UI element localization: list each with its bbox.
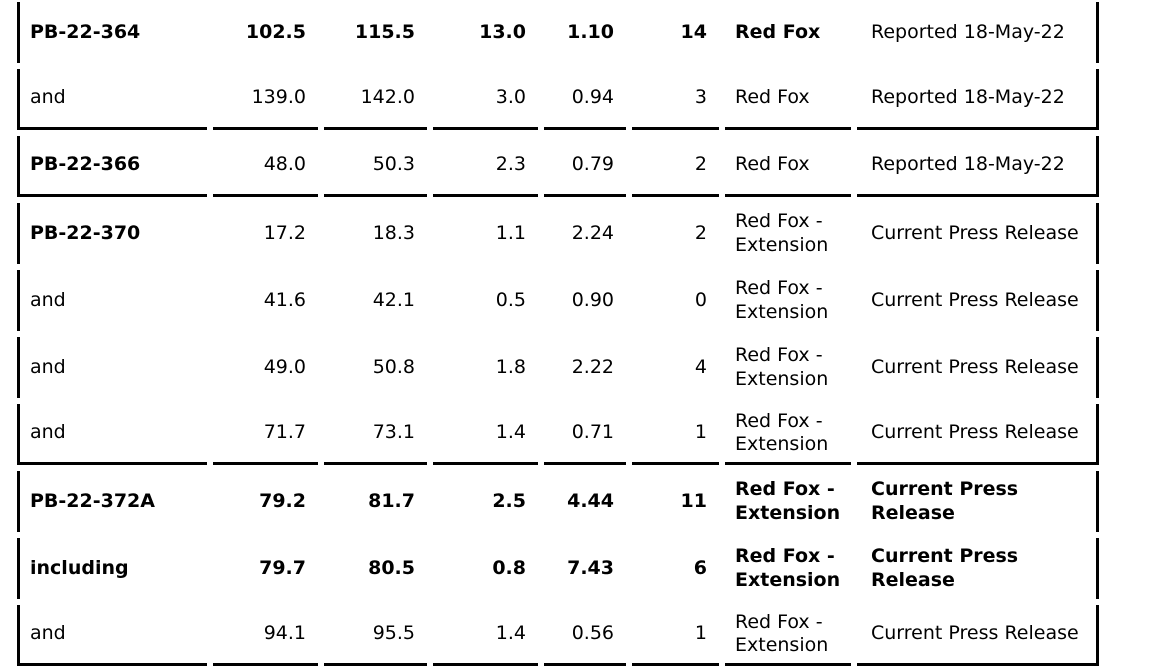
cell-zone: Red Fox <box>725 69 851 130</box>
cell-width: 0.5 <box>495 288 526 311</box>
cell-grade: 0.94 <box>544 69 626 130</box>
cell-zone: Red Fox - Extension <box>735 478 841 524</box>
cell-hole-id: and <box>17 69 207 130</box>
table-row: PB-22-370 17.2 18.3 1.1 2.24 2 Red Fox -… <box>17 203 1099 264</box>
cell-grade: 0.56 <box>544 605 626 666</box>
cell-width: 2.5 <box>492 489 526 512</box>
cell-hole-id: including <box>17 538 207 599</box>
cell-reference: Current Press Release <box>857 203 1099 264</box>
cell-grade: 0.90 <box>571 288 614 311</box>
cell-hole-id: and <box>17 404 207 465</box>
table-row: PB-22-366 48.0 50.3 2.3 0.79 2 Red Fox R… <box>17 136 1099 197</box>
cell-gram-metres: 0 <box>694 288 707 311</box>
cell-gram-metres: 1 <box>632 404 719 465</box>
cell-hole-id: PB-22-372A <box>17 471 207 532</box>
cell-reference: Reported 18-May-22 <box>857 2 1099 63</box>
cell-to: 95.5 <box>324 605 427 666</box>
cell-hole-id: and <box>17 337 207 398</box>
cell-from: 139.0 <box>213 69 318 130</box>
cell-from: 41.6 <box>263 288 306 311</box>
cell-grade: 2.24 <box>571 221 614 244</box>
cell-hole-id: PB-22-370 <box>17 203 207 264</box>
cell-width: 2.3 <box>433 136 538 197</box>
cell-reference: Current Press Release <box>857 337 1099 398</box>
cell-zone: Red Fox <box>725 136 851 197</box>
cell-grade: 7.43 <box>567 556 614 579</box>
cell-width: 1.8 <box>495 355 526 378</box>
cell-reference: Reported 18-May-22 <box>857 69 1099 130</box>
cell-zone: Red Fox <box>735 20 821 43</box>
cell-to: 81.7 <box>368 489 415 512</box>
cell-grade: 4.44 <box>567 489 614 512</box>
table-row: and 41.6 42.1 0.5 0.90 0 Red Fox - Exten… <box>17 270 1099 331</box>
cell-width: 3.0 <box>433 69 538 130</box>
cell-to: 80.5 <box>368 556 415 579</box>
cell-reference: Reported 18-May-22 <box>857 136 1099 197</box>
cell-from: 102.5 <box>245 20 306 43</box>
cell-zone: Red Fox - Extension <box>735 344 829 390</box>
cell-to: 50.3 <box>324 136 427 197</box>
drill-results-table: PB-22-364 102.5 115.5 13.0 1.10 14 Red F… <box>11 0 1105 672</box>
cell-from: 71.7 <box>213 404 318 465</box>
cell-reference: Current Press Release <box>857 404 1099 465</box>
cell-from: 48.0 <box>213 136 318 197</box>
table-row: and 71.7 73.1 1.4 0.71 1 Red Fox - Exten… <box>17 404 1099 465</box>
cell-width: 1.1 <box>495 221 526 244</box>
cell-reference: Current Press Release <box>857 471 1099 532</box>
cell-reference: Current Press Release <box>857 538 1099 599</box>
cell-gram-metres: 2 <box>632 136 719 197</box>
cell-gram-metres: 3 <box>632 69 719 130</box>
cell-to: 73.1 <box>324 404 427 465</box>
table-row: and 94.1 95.5 1.4 0.56 1 Red Fox - Exten… <box>17 605 1099 666</box>
cell-from: 79.7 <box>259 556 306 579</box>
cell-width: 13.0 <box>479 20 526 43</box>
cell-zone: Red Fox - Extension <box>735 277 829 323</box>
cell-grade: 2.22 <box>571 355 614 378</box>
cell-width: 1.4 <box>433 605 538 666</box>
cell-zone: Red Fox - Extension <box>735 210 829 256</box>
table-row: PB-22-364 102.5 115.5 13.0 1.10 14 Red F… <box>17 2 1099 63</box>
cell-hole-id: and <box>17 270 207 331</box>
cell-gram-metres: 4 <box>694 355 707 378</box>
table-row: and 139.0 142.0 3.0 0.94 3 Red Fox Repor… <box>17 69 1099 130</box>
cell-to: 115.5 <box>354 20 415 43</box>
cell-zone: Red Fox - Extension <box>725 605 851 666</box>
cell-zone: Red Fox - Extension <box>725 404 851 465</box>
table-row: and 49.0 50.8 1.8 2.22 4 Red Fox - Exten… <box>17 337 1099 398</box>
cell-hole-id: PB-22-366 <box>17 136 207 197</box>
cell-reference: Current Press Release <box>857 605 1099 666</box>
cell-zone: Red Fox - Extension <box>735 545 841 591</box>
cell-from: 49.0 <box>263 355 306 378</box>
cell-grade: 1.10 <box>567 20 614 43</box>
cell-reference: Current Press Release <box>857 270 1099 331</box>
cell-gram-metres: 6 <box>693 556 707 579</box>
cell-gram-metres: 14 <box>680 20 707 43</box>
cell-hole-id: PB-22-364 <box>17 2 207 63</box>
cell-width: 0.8 <box>492 556 526 579</box>
cell-from: 94.1 <box>213 605 318 666</box>
cell-gram-metres: 11 <box>680 489 707 512</box>
cell-to: 142.0 <box>324 69 427 130</box>
cell-grade: 0.79 <box>544 136 626 197</box>
cell-from: 79.2 <box>259 489 306 512</box>
cell-width: 1.4 <box>433 404 538 465</box>
cell-to: 18.3 <box>372 221 415 244</box>
table-row: PB-22-372A 79.2 81.7 2.5 4.44 11 Red Fox… <box>17 471 1099 532</box>
cell-gram-metres: 1 <box>632 605 719 666</box>
cell-hole-id: and <box>17 605 207 666</box>
cell-to: 50.8 <box>372 355 415 378</box>
cell-to: 42.1 <box>372 288 415 311</box>
cell-gram-metres: 2 <box>694 221 707 244</box>
cell-from: 17.2 <box>263 221 306 244</box>
table-row: including 79.7 80.5 0.8 7.43 6 Red Fox -… <box>17 538 1099 599</box>
cell-grade: 0.71 <box>544 404 626 465</box>
